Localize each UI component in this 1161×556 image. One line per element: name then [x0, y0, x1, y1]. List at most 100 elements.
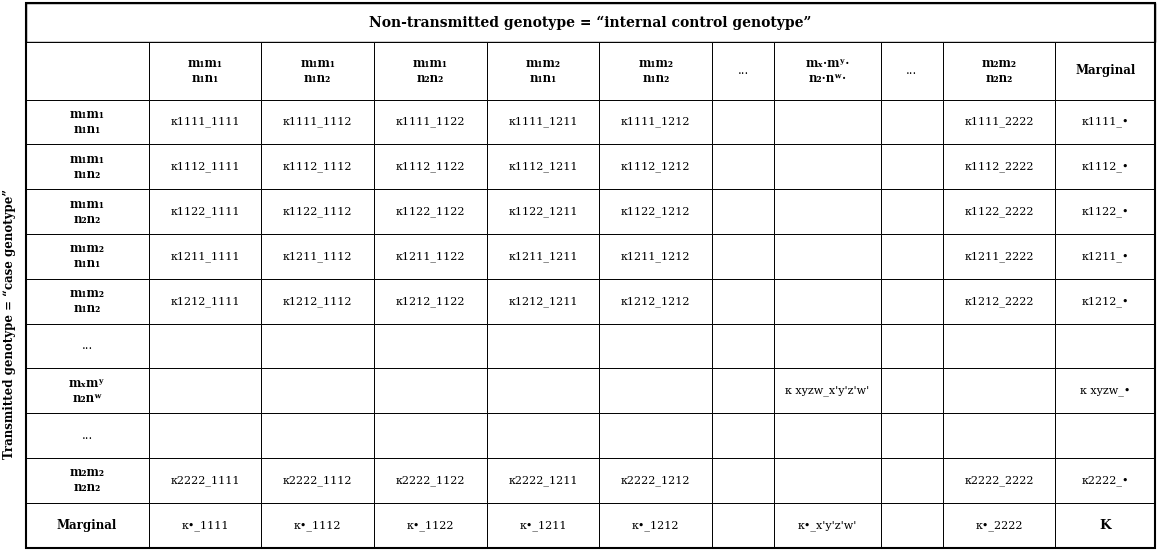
Bar [774, 458, 880, 503]
Text: κ1211_•: κ1211_• [1082, 251, 1128, 262]
Bar [374, 279, 486, 324]
Text: κ•_x'y'z'w': κ•_x'y'z'w' [798, 520, 857, 530]
Text: κ1111_2222: κ1111_2222 [965, 117, 1033, 127]
Text: ...: ... [906, 64, 917, 77]
Text: K: K [1099, 519, 1111, 532]
Text: κ•_1212: κ•_1212 [632, 520, 679, 530]
Text: κ1111_1211: κ1111_1211 [509, 117, 578, 127]
Bar [374, 145, 486, 189]
Bar [149, 369, 261, 413]
Bar [774, 100, 880, 145]
Bar [880, 189, 943, 234]
Text: κ•_2222: κ•_2222 [975, 520, 1023, 530]
Text: κ xyzw_•: κ xyzw_• [1080, 386, 1131, 396]
Text: κ1212_1212: κ1212_1212 [621, 296, 691, 306]
Bar [374, 42, 486, 100]
Bar [712, 145, 774, 189]
Bar [880, 324, 943, 369]
Bar [880, 279, 943, 324]
Bar [486, 458, 599, 503]
Bar [712, 413, 774, 458]
Text: ...: ... [737, 64, 749, 77]
Bar [149, 189, 261, 234]
Text: κ1122_1112: κ1122_1112 [283, 206, 353, 217]
Bar [261, 234, 374, 279]
Text: m₁m₂
n₁n₁: m₁m₂ n₁n₁ [70, 242, 104, 270]
Bar [486, 100, 599, 145]
Bar [486, 42, 599, 100]
Text: κ1111_1111: κ1111_1111 [171, 117, 239, 127]
Bar [486, 145, 599, 189]
Text: ...: ... [81, 340, 93, 353]
Bar [26, 458, 149, 503]
Bar [712, 234, 774, 279]
Bar [599, 145, 712, 189]
Bar [149, 234, 261, 279]
Bar [774, 234, 880, 279]
Bar [149, 100, 261, 145]
Bar [26, 145, 149, 189]
Text: κ2222_•: κ2222_• [1082, 475, 1128, 486]
Text: κ1112_1111: κ1112_1111 [171, 161, 239, 172]
Text: κ2222_1112: κ2222_1112 [283, 475, 353, 486]
Bar [486, 234, 599, 279]
Text: κ1211_1211: κ1211_1211 [509, 251, 578, 262]
Bar [880, 234, 943, 279]
Bar [261, 324, 374, 369]
Bar [599, 234, 712, 279]
Bar [486, 413, 599, 458]
Bar [26, 279, 149, 324]
Text: mₓmʸ
n₂nʷ: mₓmʸ n₂nʷ [68, 377, 106, 405]
Bar [1055, 189, 1155, 234]
Bar [599, 100, 712, 145]
Bar [880, 42, 943, 100]
Bar [774, 189, 880, 234]
Bar [943, 145, 1055, 189]
Bar [1055, 145, 1155, 189]
Bar [374, 324, 486, 369]
Text: m₁m₂
n₁n₂: m₁m₂ n₁n₂ [639, 57, 673, 85]
Text: m₁m₂
n₁n₁: m₁m₂ n₁n₁ [526, 57, 561, 85]
Bar [943, 324, 1055, 369]
Text: κ1212_1211: κ1212_1211 [509, 296, 578, 306]
Bar [374, 458, 486, 503]
Text: κ1212_2222: κ1212_2222 [965, 296, 1033, 306]
Text: κ•_1122: κ•_1122 [406, 520, 454, 530]
Bar [774, 369, 880, 413]
Bar [26, 413, 149, 458]
Text: m₁m₁
n₁n₂: m₁m₁ n₁n₂ [70, 153, 104, 181]
Bar [261, 100, 374, 145]
Bar [26, 189, 149, 234]
Bar [1055, 234, 1155, 279]
Text: κ1111_1122: κ1111_1122 [396, 117, 466, 127]
Bar [1055, 42, 1155, 100]
Bar [261, 42, 374, 100]
Bar [26, 234, 149, 279]
Bar [1055, 369, 1155, 413]
Bar [712, 42, 774, 100]
Text: Transmitted genotype = “case genotype”: Transmitted genotype = “case genotype” [3, 188, 16, 459]
Text: Non-transmitted genotype = “internal control genotype”: Non-transmitted genotype = “internal con… [369, 16, 812, 29]
Bar [943, 100, 1055, 145]
Bar [599, 413, 712, 458]
Bar [374, 369, 486, 413]
Bar [880, 413, 943, 458]
Bar [1055, 100, 1155, 145]
Bar [943, 413, 1055, 458]
Bar [149, 42, 261, 100]
Bar [26, 369, 149, 413]
Bar [943, 42, 1055, 100]
Bar [943, 234, 1055, 279]
Bar [26, 324, 149, 369]
Bar [149, 413, 261, 458]
Bar [712, 458, 774, 503]
Bar [149, 145, 261, 189]
Text: κ1112_•: κ1112_• [1082, 161, 1128, 172]
Bar [599, 279, 712, 324]
Text: mₓ·mʸ·
n₂·nʷ·: mₓ·mʸ· n₂·nʷ· [806, 57, 850, 85]
Bar [712, 279, 774, 324]
Text: κ1212_1111: κ1212_1111 [171, 296, 239, 306]
Text: m₁m₁
n₂n₂: m₁m₁ n₂n₂ [70, 197, 104, 226]
Text: κ•_1112: κ•_1112 [294, 520, 341, 530]
Bar [1055, 503, 1155, 548]
